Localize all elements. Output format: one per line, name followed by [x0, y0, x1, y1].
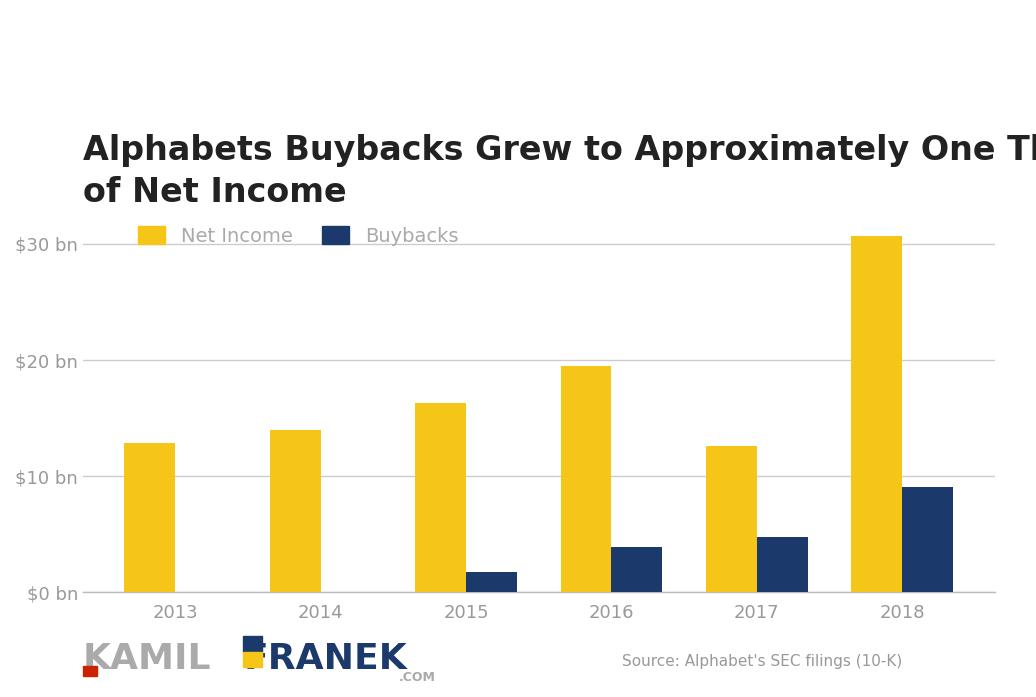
Bar [611, 547, 662, 592]
Bar [902, 487, 953, 592]
Bar [706, 446, 757, 592]
Text: KAMIL: KAMIL [83, 642, 211, 676]
Text: FRANEK: FRANEK [243, 642, 407, 676]
Text: .COM: .COM [399, 671, 436, 684]
Text: Alphabets Buybacks Grew to Approximately One Third: Alphabets Buybacks Grew to Approximately… [83, 135, 1036, 167]
Bar [415, 403, 466, 592]
Bar [269, 430, 320, 592]
Text: of Net Income: of Net Income [83, 176, 346, 209]
Bar [852, 236, 902, 592]
Bar [757, 537, 808, 592]
Bar [466, 572, 517, 592]
Bar [124, 443, 175, 592]
Text: Source: Alphabet's SEC filings (10-K): Source: Alphabet's SEC filings (10-K) [622, 654, 902, 669]
Bar [560, 366, 611, 592]
Legend: Net Income, Buybacks: Net Income, Buybacks [138, 227, 458, 246]
